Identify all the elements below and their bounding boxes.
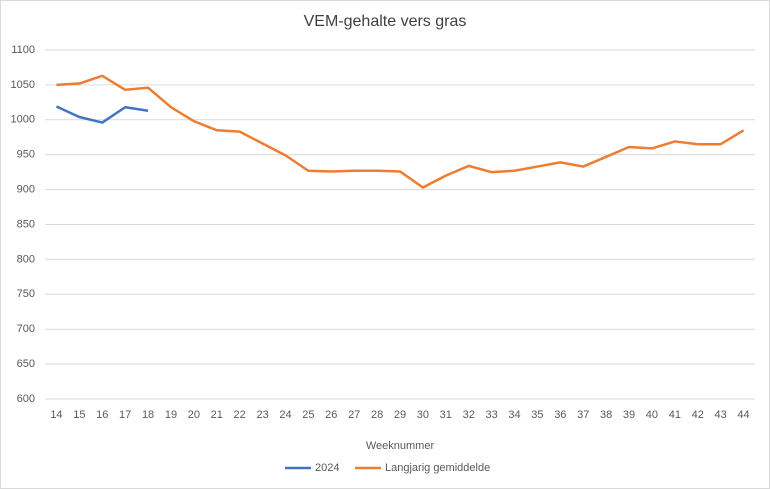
y-tick-label: 850 xyxy=(17,218,35,230)
y-tick-label: 800 xyxy=(17,253,35,265)
y-tick-label: 1050 xyxy=(11,79,35,91)
x-tick-label: 20 xyxy=(188,409,200,421)
x-tick-label: 35 xyxy=(531,409,543,421)
x-tick-label: 14 xyxy=(50,409,62,421)
x-tick-label: 30 xyxy=(417,409,429,421)
x-tick-label: 17 xyxy=(119,409,131,421)
x-tick-label: 18 xyxy=(142,409,154,421)
legend-label: Langjarig gemiddelde xyxy=(385,462,490,474)
x-tick-label: 24 xyxy=(279,409,291,421)
y-tick-label: 1000 xyxy=(11,114,35,126)
legend-label: 2024 xyxy=(315,462,339,474)
x-tick-label: 29 xyxy=(394,409,406,421)
x-tick-label: 28 xyxy=(371,409,383,421)
y-tick-label: 600 xyxy=(17,393,35,405)
x-tick-label: 37 xyxy=(577,409,589,421)
x-tick-label: 33 xyxy=(485,409,497,421)
x-tick-label: 25 xyxy=(302,409,314,421)
series-line xyxy=(55,105,149,124)
x-tick-label: 38 xyxy=(600,409,612,421)
x-tick-label: 31 xyxy=(440,409,452,421)
x-axis-label: Weeknummer xyxy=(366,440,435,452)
x-tick-label: 41 xyxy=(669,409,681,421)
y-tick-label: 900 xyxy=(17,184,35,196)
x-tick-label: 19 xyxy=(165,409,177,421)
x-tick-label: 21 xyxy=(211,409,223,421)
x-tick-label: 16 xyxy=(96,409,108,421)
x-tick-label: 36 xyxy=(554,409,566,421)
x-tick-label: 23 xyxy=(256,409,268,421)
x-tick-label: 42 xyxy=(692,409,704,421)
x-tick-label: 40 xyxy=(646,409,658,421)
x-tick-label: 34 xyxy=(508,409,520,421)
x-tick-label: 22 xyxy=(234,409,246,421)
y-tick-label: 1100 xyxy=(11,44,35,56)
y-tick-label: 650 xyxy=(17,358,35,370)
x-tick-label: 15 xyxy=(73,409,85,421)
x-tick-label: 27 xyxy=(348,409,360,421)
y-tick-label: 950 xyxy=(17,149,35,161)
y-tick-label: 700 xyxy=(17,323,35,335)
x-tick-label: 39 xyxy=(623,409,635,421)
series-line xyxy=(56,74,745,189)
x-tick-label: 32 xyxy=(463,409,475,421)
x-tick-label: 44 xyxy=(737,409,749,421)
chart-title: VEM-gehalte vers gras xyxy=(304,13,467,30)
y-tick-label: 750 xyxy=(17,288,35,300)
x-tick-label: 43 xyxy=(715,409,727,421)
x-tick-label: 26 xyxy=(325,409,337,421)
